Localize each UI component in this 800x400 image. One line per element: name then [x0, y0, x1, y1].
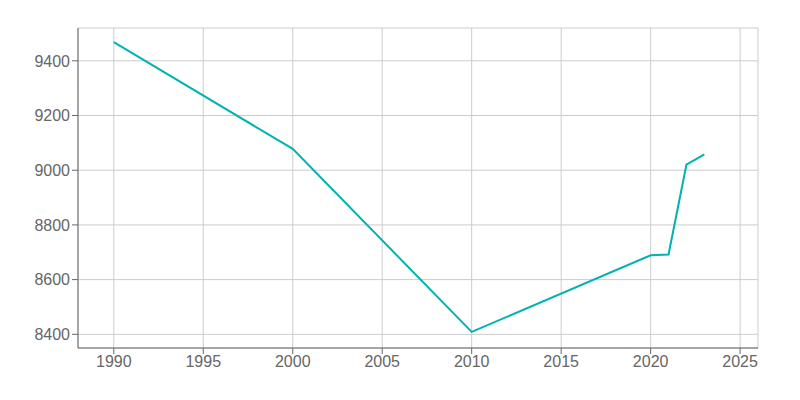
svg-text:8600: 8600 [34, 271, 70, 288]
svg-text:8800: 8800 [34, 217, 70, 234]
svg-text:2000: 2000 [275, 353, 311, 370]
svg-text:9400: 9400 [34, 53, 70, 70]
svg-text:8400: 8400 [34, 326, 70, 343]
svg-text:2010: 2010 [454, 353, 490, 370]
svg-text:9000: 9000 [34, 162, 70, 179]
svg-text:2020: 2020 [633, 353, 669, 370]
svg-text:1995: 1995 [185, 353, 221, 370]
svg-text:2005: 2005 [364, 353, 400, 370]
svg-text:9200: 9200 [34, 107, 70, 124]
svg-text:2015: 2015 [543, 353, 579, 370]
svg-text:1990: 1990 [96, 353, 132, 370]
svg-text:2025: 2025 [722, 353, 758, 370]
